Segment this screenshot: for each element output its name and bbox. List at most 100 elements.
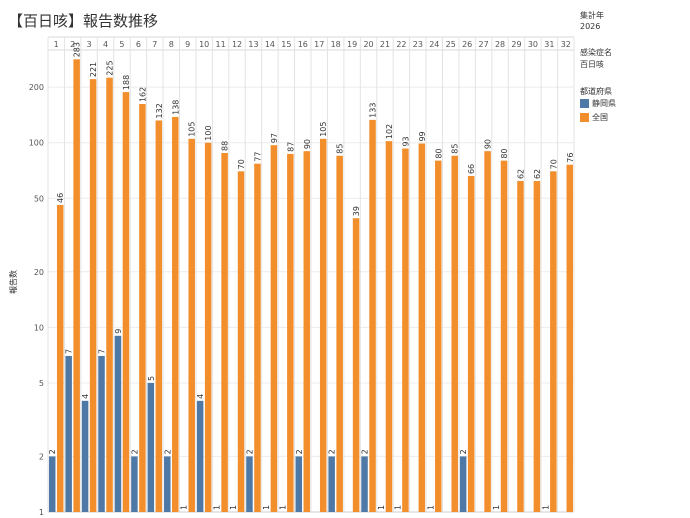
bar-shizuoka[interactable] xyxy=(147,382,155,512)
data-label-shizuoka: 1 xyxy=(262,505,271,510)
data-label-shizuoka: 7 xyxy=(65,349,74,354)
data-label-national: 62 xyxy=(533,169,542,179)
week-header-label: 3 xyxy=(87,40,92,49)
bar-national[interactable] xyxy=(336,155,343,512)
bar-shizuoka[interactable] xyxy=(459,456,467,512)
bar-national[interactable] xyxy=(221,152,228,512)
bar-national[interactable] xyxy=(303,151,311,512)
bar-shizuoka[interactable] xyxy=(295,456,303,512)
bar-national[interactable] xyxy=(254,163,261,512)
bar-national[interactable] xyxy=(418,143,426,512)
data-label-national: 70 xyxy=(237,159,246,169)
week-header-label: 18 xyxy=(331,40,341,49)
legend-label-national: 全国 xyxy=(592,113,608,122)
week-header-label: 30 xyxy=(528,40,538,49)
week-header-label: 28 xyxy=(495,40,505,49)
data-label-national: 188 xyxy=(122,75,131,90)
bar-national[interactable] xyxy=(369,119,376,512)
bar-national[interactable] xyxy=(89,79,97,512)
week-header-label: 14 xyxy=(265,40,275,49)
bar-national[interactable] xyxy=(385,141,393,512)
data-label-shizuoka: 1 xyxy=(393,505,402,510)
bar-national[interactable] xyxy=(550,171,557,512)
data-label-national: 46 xyxy=(56,193,65,203)
week-header-label: 21 xyxy=(380,40,390,49)
data-label-national: 90 xyxy=(303,139,312,149)
week-header-label: 1 xyxy=(54,40,59,49)
data-label-shizuoka: 7 xyxy=(98,349,107,354)
bar-shizuoka[interactable] xyxy=(164,456,171,512)
week-header-label: 23 xyxy=(413,40,423,49)
y-tick-label: 10 xyxy=(34,323,44,332)
data-label-shizuoka: 1 xyxy=(278,505,287,510)
bar-shizuoka[interactable] xyxy=(328,456,335,512)
data-label-shizuoka: 9 xyxy=(114,329,123,334)
data-label-national: 88 xyxy=(221,141,230,151)
bar-national[interactable] xyxy=(139,104,146,512)
data-label-national: 102 xyxy=(385,124,394,139)
data-label-national: 283 xyxy=(73,42,82,57)
y-tick-label: 200 xyxy=(29,83,44,92)
year-filter-value[interactable]: 2026 xyxy=(580,22,601,31)
bar-shizuoka[interactable] xyxy=(246,456,253,512)
data-label-shizuoka: 2 xyxy=(163,449,172,454)
bar-national[interactable] xyxy=(204,142,212,512)
bar-shizuoka[interactable] xyxy=(196,400,204,512)
week-header-label: 31 xyxy=(544,40,554,49)
legend-item-national[interactable]: 全国 xyxy=(580,112,608,123)
bar-shizuoka[interactable] xyxy=(98,355,105,512)
bar-national[interactable] xyxy=(319,138,327,512)
data-label-national: 85 xyxy=(451,144,460,154)
data-label-national: 105 xyxy=(188,122,197,137)
y-tick-label: 2 xyxy=(39,452,44,461)
data-label-national: 62 xyxy=(516,169,525,179)
week-header-label: 26 xyxy=(462,40,472,49)
bar-national[interactable] xyxy=(237,171,245,512)
disease-filter-value[interactable]: 百日咳 xyxy=(580,60,604,69)
data-label-national: 99 xyxy=(418,131,427,141)
bar-national[interactable] xyxy=(155,120,163,513)
bar-shizuoka[interactable] xyxy=(114,335,122,512)
bar-national[interactable] xyxy=(172,116,179,513)
legend-item-shizuoka[interactable]: 静岡県 xyxy=(580,98,616,109)
data-label-shizuoka: 1 xyxy=(377,505,386,510)
data-label-shizuoka: 2 xyxy=(328,449,337,454)
data-label-national: 66 xyxy=(467,164,476,174)
bar-shizuoka[interactable] xyxy=(48,456,56,512)
bar-national[interactable] xyxy=(287,153,294,512)
data-label-national: 162 xyxy=(138,87,147,102)
bar-national[interactable] xyxy=(402,148,409,512)
bar-national[interactable] xyxy=(435,160,442,512)
bar-national[interactable] xyxy=(106,77,113,513)
bar-national[interactable] xyxy=(270,145,278,512)
bar-national[interactable] xyxy=(533,181,541,513)
bar-national[interactable] xyxy=(517,181,524,513)
legend-label-shizuoka: 静岡県 xyxy=(592,99,616,108)
data-label-national: 76 xyxy=(566,153,575,163)
bar-national[interactable] xyxy=(122,92,130,513)
week-header-label: 9 xyxy=(185,40,190,49)
bar-national[interactable] xyxy=(484,151,491,512)
data-label-national: 70 xyxy=(549,159,558,169)
bar-shizuoka[interactable] xyxy=(81,400,89,512)
data-label-national: 87 xyxy=(286,142,295,152)
bar-shizuoka[interactable] xyxy=(65,355,72,512)
bar-national[interactable] xyxy=(566,164,574,512)
bar-shizuoka[interactable] xyxy=(131,456,138,512)
bar-shizuoka[interactable] xyxy=(361,456,368,512)
bar-national[interactable] xyxy=(500,160,508,512)
bar-national[interactable] xyxy=(73,59,80,512)
week-header-label: 32 xyxy=(561,40,571,49)
bars-layer xyxy=(48,59,574,513)
bar-national[interactable] xyxy=(188,138,195,512)
bar-national[interactable] xyxy=(467,176,475,512)
week-header-label: 13 xyxy=(248,40,258,49)
bar-national[interactable] xyxy=(451,155,458,512)
legend-title: 都道府県 xyxy=(580,87,612,96)
week-header-label: 27 xyxy=(479,40,489,49)
bar-national[interactable] xyxy=(352,218,360,512)
data-label-shizuoka: 4 xyxy=(81,394,90,399)
bar-national[interactable] xyxy=(56,204,64,512)
data-label-shizuoka: 1 xyxy=(426,505,435,510)
